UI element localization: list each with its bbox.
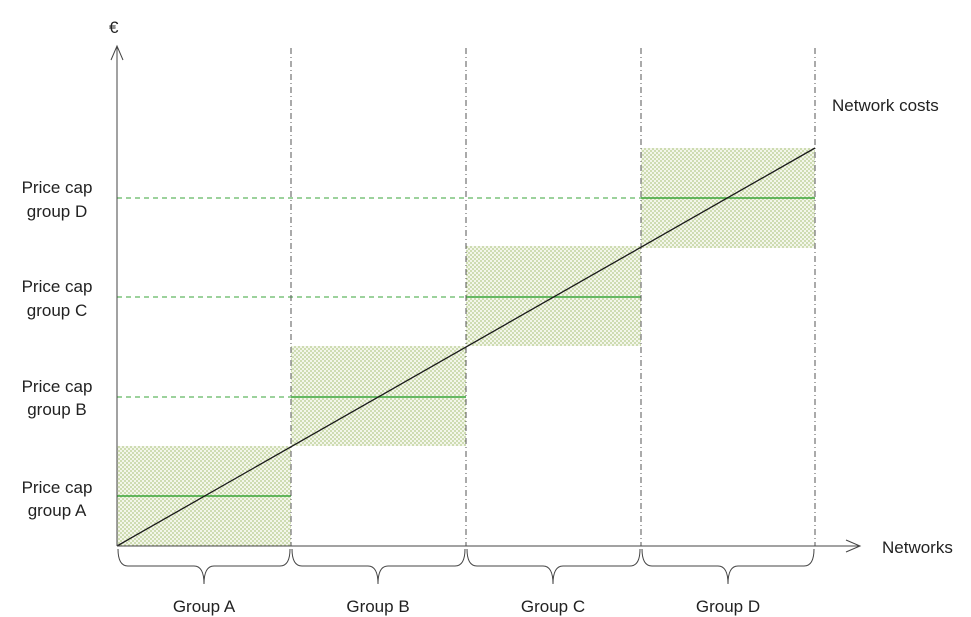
y-axis-arrow-icon <box>110 44 124 61</box>
brace-group-b <box>291 548 466 585</box>
price-cap-d-line1: Price cap <box>22 178 93 197</box>
network-cost-line <box>116 147 816 547</box>
price-cap-c-line2: group C <box>27 301 87 320</box>
network-costs-label: Network costs <box>832 96 939 115</box>
brace-group-d <box>641 548 815 585</box>
band-group-b <box>291 346 466 446</box>
group-b-label: Group B <box>346 597 409 616</box>
group-d-label: Group D <box>696 597 760 616</box>
group-c-label: Group C <box>521 597 585 616</box>
x-axis-arrow-icon <box>845 539 862 553</box>
price-cap-d-line2: group D <box>27 202 87 221</box>
brace-group-c <box>466 548 641 585</box>
y-axis-label: € <box>109 18 119 37</box>
price-cap-c-line1: Price cap <box>22 277 93 296</box>
price-cap-b-line2: group B <box>27 400 87 419</box>
x-axis-label: Networks <box>882 538 953 557</box>
band-group-c <box>466 246 641 346</box>
group-a-label: Group A <box>173 597 236 616</box>
brace-group-a <box>117 548 291 585</box>
price-cap-a-line1: Price cap <box>22 478 93 497</box>
price-cap-b-line1: Price cap <box>22 377 93 396</box>
price-cap-a-line2: group A <box>28 501 87 520</box>
